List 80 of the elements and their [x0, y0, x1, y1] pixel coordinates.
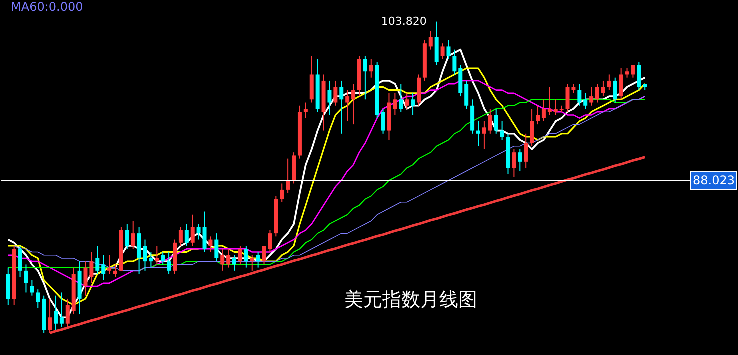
candlestick: [334, 80, 338, 106]
candlestick: [596, 84, 600, 104]
candlestick: [518, 148, 522, 172]
candlestick: [369, 58, 374, 78]
candlestick: [190, 214, 195, 247]
text: MA60:0.000: [11, 0, 84, 14]
candlestick: [220, 248, 225, 272]
candlestick: [232, 254, 237, 272]
candlestick: [340, 80, 344, 134]
candlestick: [90, 252, 94, 284]
candlestick: [184, 224, 189, 247]
candlestick: [488, 108, 492, 134]
candlestick: [167, 252, 172, 275]
candlestick: [446, 40, 451, 60]
candlestick: [214, 233, 219, 262]
candlestick: [393, 92, 398, 116]
candlestick: [399, 84, 404, 113]
candlestick: [149, 252, 154, 268]
candlestick: [440, 43, 445, 60]
candlestick: [161, 252, 166, 266]
candlestick: [476, 120, 480, 147]
candlestick: [84, 261, 88, 296]
candlestick: [619, 68, 624, 100]
candlestick: [54, 295, 58, 331]
candlestick: [304, 102, 308, 119]
candlestick: [601, 80, 606, 98]
candlestick: [244, 246, 248, 268]
candlestick: [113, 264, 118, 278]
candlestick: [66, 298, 70, 328]
candlestick: [590, 86, 594, 106]
candlestick: [428, 30, 433, 50]
candlestick: [500, 120, 504, 141]
candlestick: [613, 77, 618, 104]
candlestick: [208, 236, 213, 253]
candlestick: [36, 289, 40, 309]
candlestick: [250, 254, 254, 272]
candlestick: [494, 108, 498, 134]
candlestick: [637, 62, 642, 91]
annotation: 103.820: [381, 14, 427, 28]
candlestick: [30, 280, 34, 296]
candlestick: [464, 80, 469, 110]
candlestick: [524, 133, 528, 169]
candlestick: [18, 246, 22, 278]
candlestick: [125, 224, 130, 250]
candlestick: [584, 92, 588, 110]
candlestick: [578, 84, 582, 106]
candlestick: [96, 246, 100, 275]
candlestick: [452, 49, 457, 76]
candlestick: [256, 252, 260, 268]
candlestick: [238, 246, 242, 266]
candlestick: [286, 158, 290, 194]
candlestick: [178, 226, 183, 247]
candlestick: [363, 56, 368, 100]
candlestick: [607, 74, 612, 91]
candlestick: [554, 99, 558, 116]
candlestick: [381, 108, 386, 134]
candlestick: [328, 80, 332, 116]
candlestick: [131, 220, 136, 250]
candlestick: [512, 148, 516, 178]
candlestick: [196, 224, 201, 240]
candlestick: [155, 246, 160, 266]
text: 88.023: [693, 174, 735, 188]
candlestick: [482, 120, 486, 150]
candlestick: [24, 264, 28, 294]
candlestick: [280, 183, 284, 203]
candlestick: [48, 298, 52, 334]
annotation: 美元指数月线图: [344, 289, 478, 311]
candlestick: [102, 254, 106, 281]
candlestick: [60, 292, 64, 328]
candlestick: [405, 92, 410, 110]
candlestick: [346, 90, 350, 122]
candlestick: [536, 105, 540, 126]
candlestick: [352, 84, 356, 126]
candlestick: [530, 108, 534, 147]
candlestick: [411, 92, 416, 116]
candlestick: [202, 211, 207, 253]
candlestick: [226, 248, 231, 268]
candlestick: [548, 86, 552, 116]
candlestick: [108, 254, 112, 275]
candlestick: [542, 99, 546, 122]
